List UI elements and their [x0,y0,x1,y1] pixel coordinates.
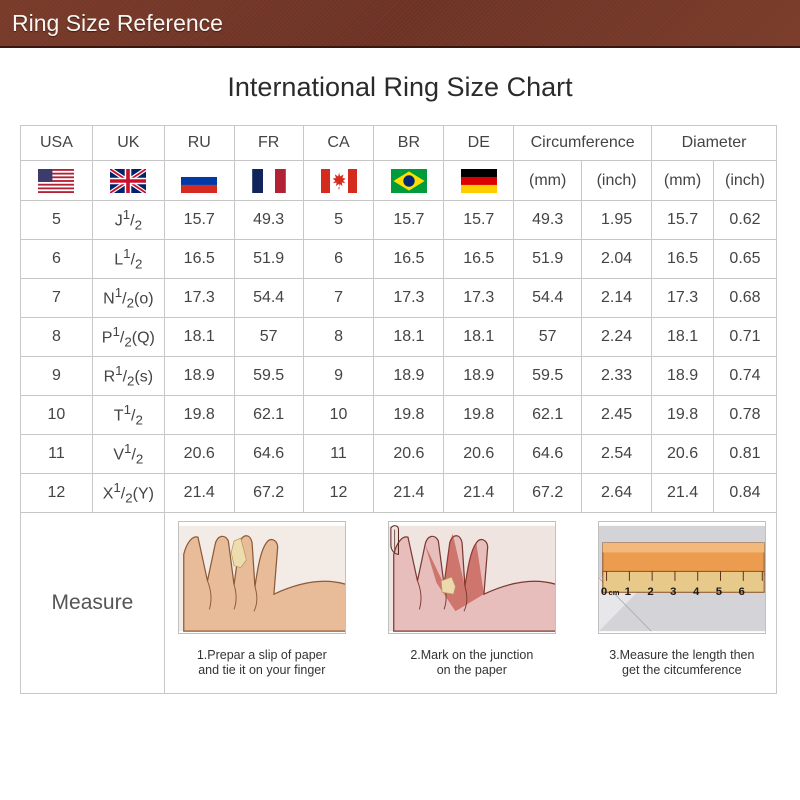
svg-text:3: 3 [670,586,676,598]
svg-text:5: 5 [716,586,723,598]
svg-text:4: 4 [693,586,700,598]
svg-text:cm: cm [608,588,619,597]
svg-text:1: 1 [624,586,631,598]
svg-text:2: 2 [647,586,653,598]
svg-text:0: 0 [601,586,607,598]
svg-text:6: 6 [738,586,744,598]
